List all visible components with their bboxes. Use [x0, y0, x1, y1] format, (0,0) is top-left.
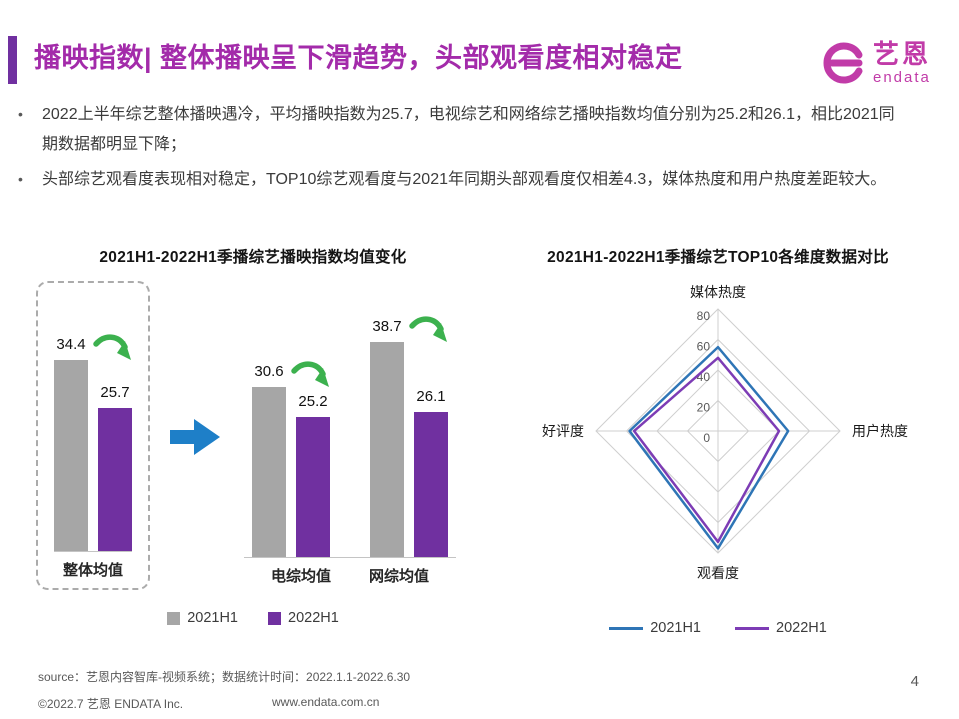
bar-chart: 2021H1-2022H1季播综艺播映指数均值变化 34.4 25.7 整体均值 … [28, 245, 478, 626]
radar-plot-area: 0 20 40 60 80 媒体热度 用户热度 观看度 好评度 [492, 273, 944, 614]
radar-tick-label: 0 [703, 431, 710, 445]
decline-arrow-icon [92, 332, 136, 371]
category-label: 电综均值 [270, 568, 331, 585]
x-axis-line [244, 557, 456, 558]
bar-2022H1: 26.1 [414, 388, 448, 557]
category-labels: 电综均值 网综均值 [244, 558, 456, 590]
radar-chart-legend: 2021H1 2022H1 [492, 620, 944, 636]
legend-line-2021H1 [609, 626, 644, 630]
category-label: 整体均值 [62, 562, 123, 579]
radar-series-2022H1 [632, 356, 781, 544]
bar-group-web: 38.7 26.1 [370, 307, 448, 557]
decline-arrow-icon [408, 314, 452, 353]
endata-logo: 艺恩 endata [821, 40, 931, 86]
bullet-list: • 2022上半年综艺整体播映遇冷，平均播映指数为25.7，电视综艺和网络综艺播… [18, 100, 898, 201]
bullet-text: 头部综艺观看度表现相对稳定，TOP10综艺观看度与2021年同期头部观看度仅相差… [42, 171, 887, 189]
bar-2021H1: 30.6 [252, 363, 286, 557]
radar-chart: 2021H1-2022H1季播综艺TOP10各维度数据对比 0 20 40 60 80 媒… [492, 245, 944, 636]
radar-axis-label: 媒体热度 [690, 284, 746, 300]
bar-value-label: 38.7 [372, 318, 402, 335]
bullet-item: • 头部综艺观看度表现相对稳定，TOP10综艺观看度与2021年同期头部观看度仅… [18, 165, 898, 195]
endata-logo-text: 艺恩 endata [873, 41, 931, 85]
bar-group-overall: 34.4 25.7 [54, 301, 132, 551]
legend-item-2021H1: 2021H1 [609, 620, 701, 636]
bar-groups-right: 30.6 25.2 38.7 26.1 电综均值 网综均值 [244, 307, 456, 590]
radar-tick-label: 20 [697, 401, 711, 415]
title-accent-bar [8, 36, 17, 84]
footer-copyright: ©2022.7 艺恩 ENDATA Inc. [38, 697, 184, 711]
page-number: 4 [910, 673, 919, 690]
radar-chart-title: 2021H1-2022H1季播综艺TOP10各维度数据对比 [547, 249, 889, 266]
transition-arrow-icon [170, 417, 222, 462]
legend-line-2022H1 [735, 626, 769, 630]
logo-brand-cn: 艺恩 [872, 39, 931, 69]
category-label: 网综均值 [368, 568, 429, 585]
radar-axis-label: 观看度 [697, 565, 739, 581]
bar-2021H1: 34.4 [54, 336, 88, 551]
bar-2022H1: 25.7 [98, 384, 132, 551]
bullet-text: 2022上半年综艺整体播映遇冷，平均播映指数为25.7，电视综艺和网络综艺播映指… [42, 106, 895, 153]
legend-label: 2021H1 [650, 620, 701, 636]
bar-chart-legend: 2021H1 2022H1 [28, 610, 478, 626]
radar-tick-label: 60 [697, 340, 711, 354]
bar-value-label: 25.2 [298, 393, 328, 410]
radar-axis-label: 好评度 [542, 423, 584, 439]
page-title: 播映指数| 整体播映呈下滑趋势，头部观看度相对稳定 [34, 43, 683, 73]
footer-website: www.endata.com.cn [272, 695, 380, 709]
bar-value-label: 26.1 [416, 388, 446, 405]
legend-item-2022H1: 2022H1 [268, 610, 339, 626]
bar-2021H1: 38.7 [370, 318, 404, 557]
bar-chart-title: 2021H1-2022H1季播综艺播映指数均值变化 [99, 249, 407, 266]
header: 播映指数| 整体播映呈下滑趋势，头部观看度相对稳定 [8, 36, 809, 84]
legend-swatch-2021H1 [167, 611, 181, 625]
bar-value-label: 25.7 [100, 384, 130, 401]
bar-value-label: 34.4 [56, 336, 86, 353]
bar-groups-row: 30.6 25.2 38.7 26.1 [244, 307, 456, 557]
legend-label: 2022H1 [776, 620, 827, 636]
bar-chart-body: 34.4 25.7 整体均值 30.6 25.2 38.7 26.1 电综均值 网综均… [28, 281, 478, 590]
radar-axis-label: 用户热度 [852, 423, 908, 439]
legend-swatch-2022H1 [268, 611, 281, 625]
legend-item-2022H1: 2022H1 [735, 620, 827, 636]
radar-series-2021H1 [628, 345, 790, 550]
endata-logo-icon [823, 42, 863, 84]
footer-source: source：艺恩内容智库-视频系统；数据统计时间：2022.1.1-2022.… [38, 670, 411, 684]
logo-brand-en: endata [872, 69, 931, 86]
x-axis-line [54, 551, 132, 552]
decline-arrow-icon [290, 359, 334, 398]
legend-label: 2021H1 [187, 610, 238, 626]
bar-2022H1: 25.2 [296, 393, 330, 557]
bullet-item: • 2022上半年综艺整体播映遇冷，平均播映指数为25.7，电视综艺和网络综艺播… [18, 100, 898, 159]
bullet-dot: • [18, 106, 23, 122]
bullet-dot: • [18, 171, 23, 188]
bar-group-tv: 30.6 25.2 [252, 307, 330, 557]
overall-highlight-box: 34.4 25.7 整体均值 [36, 281, 150, 590]
legend-label: 2022H1 [288, 610, 339, 626]
radar-tick-label: 80 [697, 309, 711, 323]
legend-item-2021H1: 2021H1 [167, 610, 238, 626]
bar-value-label: 30.6 [254, 363, 284, 380]
